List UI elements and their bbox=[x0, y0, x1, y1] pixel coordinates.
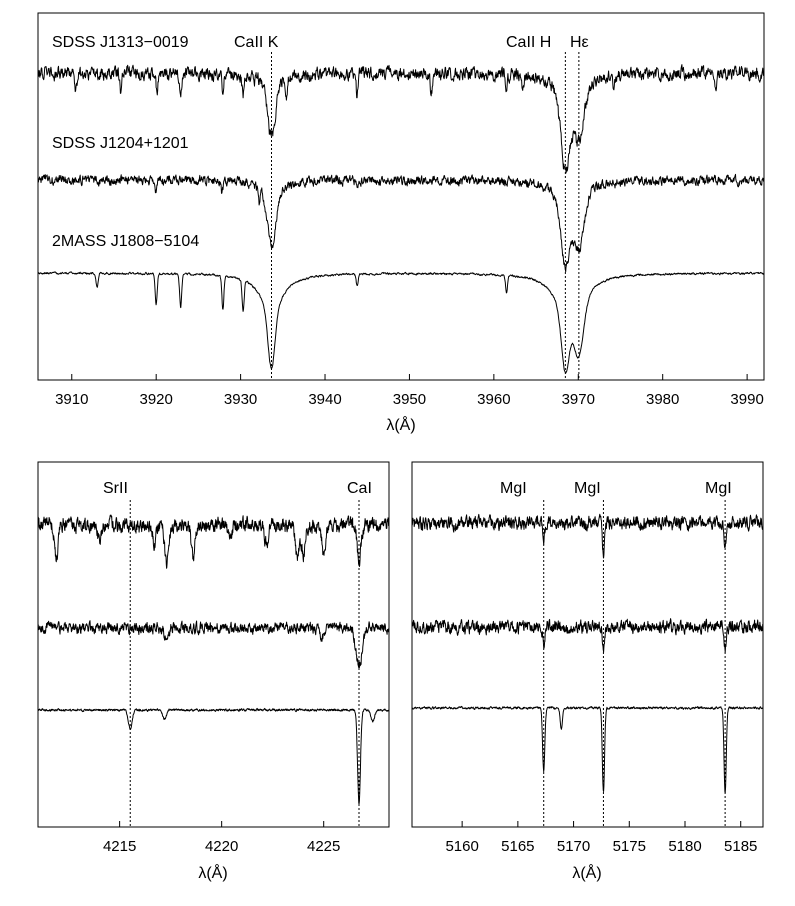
x-tick-label: 3930 bbox=[224, 391, 257, 408]
star-label-sdss-j1313: SDSS J1313−0019 bbox=[52, 34, 189, 51]
x-tick-label: 5185 bbox=[724, 838, 757, 855]
strontium-calcium-ticks: 4215 4220 4225 bbox=[103, 821, 340, 855]
calcium-hk-frame bbox=[37, 12, 765, 381]
x-tick-label: 4215 bbox=[103, 838, 136, 855]
x-tick-label: 3920 bbox=[139, 391, 172, 408]
spectrum-line bbox=[411, 705, 764, 794]
strontium-calcium-spectra bbox=[37, 514, 390, 805]
x-tick-label: 5175 bbox=[613, 838, 646, 855]
calcium-hk-panel: 3910 3920 3930 3940 3950 3960 3970 3980 3990 SDS… bbox=[37, 12, 765, 434]
line-label-h-epsilon: Hε bbox=[570, 34, 589, 51]
magnesium-panel: 5160 5165 5170 5175 5180 5185 MgI MgI MgI λ(Å… bbox=[411, 461, 764, 882]
magnesium-markers bbox=[543, 500, 726, 827]
calcium-hk-xlabel: λ(Å) bbox=[386, 415, 415, 434]
x-tick-label: 3990 bbox=[730, 391, 763, 408]
x-tick-label: 4220 bbox=[205, 838, 238, 855]
strontium-calcium-frame bbox=[37, 461, 390, 828]
strontium-calcium-xlabel: λ(Å) bbox=[198, 863, 227, 882]
x-tick-label: 5180 bbox=[668, 838, 701, 855]
spectrum-line bbox=[37, 173, 765, 273]
spectrum-line bbox=[37, 64, 765, 174]
spectrum-line bbox=[37, 707, 390, 805]
line-label-mgi-1: MgI bbox=[500, 480, 527, 497]
spectrum-line bbox=[411, 618, 764, 653]
line-label-mgi-2: MgI bbox=[574, 480, 601, 497]
magnesium-ticks: 5160 5165 5170 5175 5180 5185 bbox=[445, 821, 757, 855]
x-tick-label: 3910 bbox=[55, 391, 88, 408]
x-tick-label: 3950 bbox=[393, 391, 426, 408]
spectrum-line bbox=[37, 271, 765, 374]
star-label-2mass-j1808: 2MASS J1808−5104 bbox=[52, 233, 199, 250]
line-label-mgi-3: MgI bbox=[705, 480, 732, 497]
line-label-cai: CaI bbox=[347, 480, 372, 497]
spectrum-line bbox=[37, 514, 390, 569]
x-tick-label: 5170 bbox=[557, 838, 590, 855]
line-label-caii-h: CaII H bbox=[506, 34, 551, 51]
star-label-sdss-j1204: SDSS J1204+1201 bbox=[52, 135, 189, 152]
spectrum-line bbox=[411, 513, 764, 559]
x-tick-label: 5165 bbox=[501, 838, 534, 855]
x-tick-label: 3960 bbox=[477, 391, 510, 408]
spectrum-line bbox=[37, 620, 390, 669]
magnesium-spectra bbox=[411, 513, 764, 794]
magnesium-xlabel: λ(Å) bbox=[572, 863, 601, 882]
x-tick-label: 4225 bbox=[307, 838, 340, 855]
x-tick-label: 3970 bbox=[562, 391, 595, 408]
x-tick-label: 3980 bbox=[646, 391, 679, 408]
line-label-srii: SrII bbox=[103, 480, 128, 497]
magnesium-frame bbox=[411, 461, 764, 828]
strontium-calcium-markers bbox=[129, 500, 360, 827]
calcium-hk-ticks: 3910 3920 3930 3940 3950 3960 3970 3980 3990 bbox=[55, 374, 764, 408]
calcium-hk-spectra bbox=[37, 64, 765, 374]
x-tick-label: 3940 bbox=[308, 391, 341, 408]
strontium-calcium-panel: 4215 4220 4225 SrII CaI λ(Å) bbox=[37, 461, 390, 882]
line-label-caii-k: CaII K bbox=[234, 34, 279, 51]
x-tick-label: 5160 bbox=[445, 838, 478, 855]
calcium-hk-markers bbox=[271, 52, 580, 380]
